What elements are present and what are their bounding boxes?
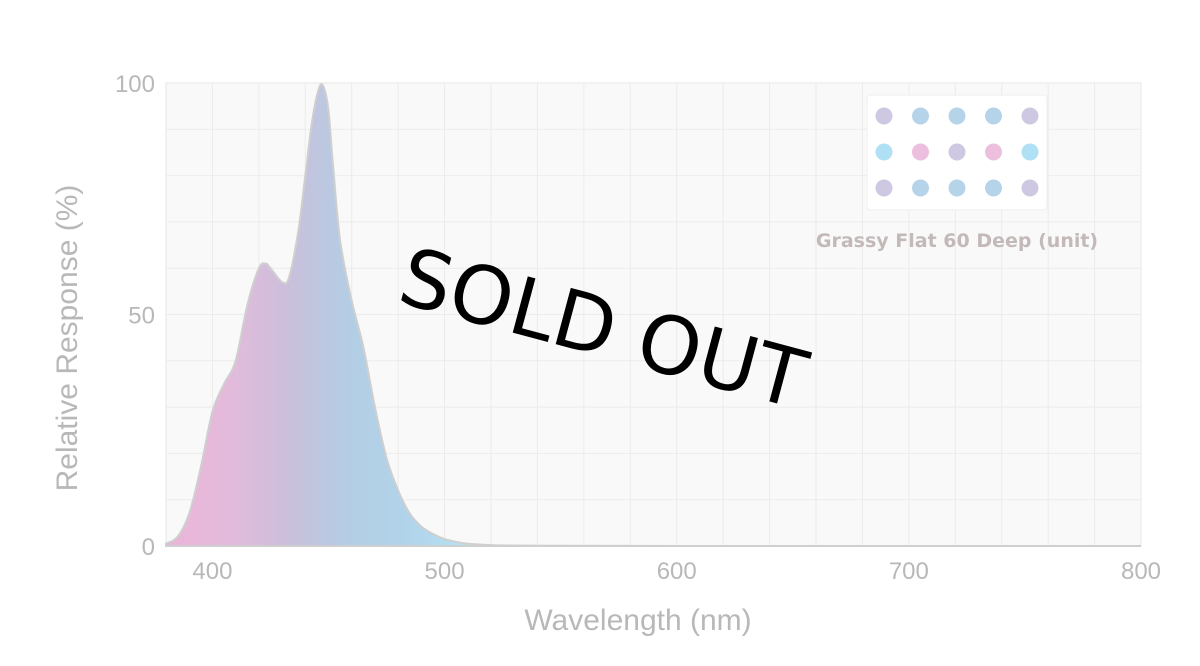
legend-led-dot — [985, 107, 1002, 125]
legend-led-dot — [912, 179, 929, 197]
legend-led-dot — [912, 107, 929, 125]
x-tick-label: 500 — [425, 558, 465, 585]
series-area — [165, 83, 1141, 547]
legend-led-dot — [912, 143, 929, 161]
legend-led-dot — [948, 143, 966, 161]
legend-led-dot — [875, 107, 893, 125]
legend: Grassy Flat 60 Deep (unit) — [816, 94, 1098, 252]
y-axis: 0 50 100 — [115, 71, 155, 561]
legend-led-dot — [875, 179, 893, 197]
y-tick-label: 100 — [115, 71, 155, 98]
legend-led-dot — [948, 179, 966, 197]
legend-led-dot — [1021, 107, 1039, 125]
legend-label: Grassy Flat 60 Deep (unit) — [816, 230, 1098, 252]
legend-led-dot — [1021, 143, 1039, 161]
legend-led-dot — [985, 179, 1002, 197]
legend-led-dot — [1021, 179, 1039, 197]
y-tick-label: 50 — [128, 303, 155, 330]
y-axis-title: Relative Response (%) — [51, 185, 84, 492]
x-tick-label: 700 — [889, 558, 929, 585]
legend-led-dot — [875, 143, 893, 161]
x-axis-title: Wavelength (nm) — [524, 604, 751, 637]
legend-led-dot — [948, 107, 966, 125]
x-tick-label: 800 — [1121, 558, 1161, 585]
y-tick-label: 0 — [142, 534, 155, 561]
x-tick-label: 600 — [657, 558, 697, 585]
x-tick-label: 400 — [192, 558, 232, 585]
x-axis: 400 500 600 700 800 — [192, 558, 1161, 585]
legend-led-grid — [875, 107, 1039, 197]
legend-led-dot — [985, 143, 1002, 161]
